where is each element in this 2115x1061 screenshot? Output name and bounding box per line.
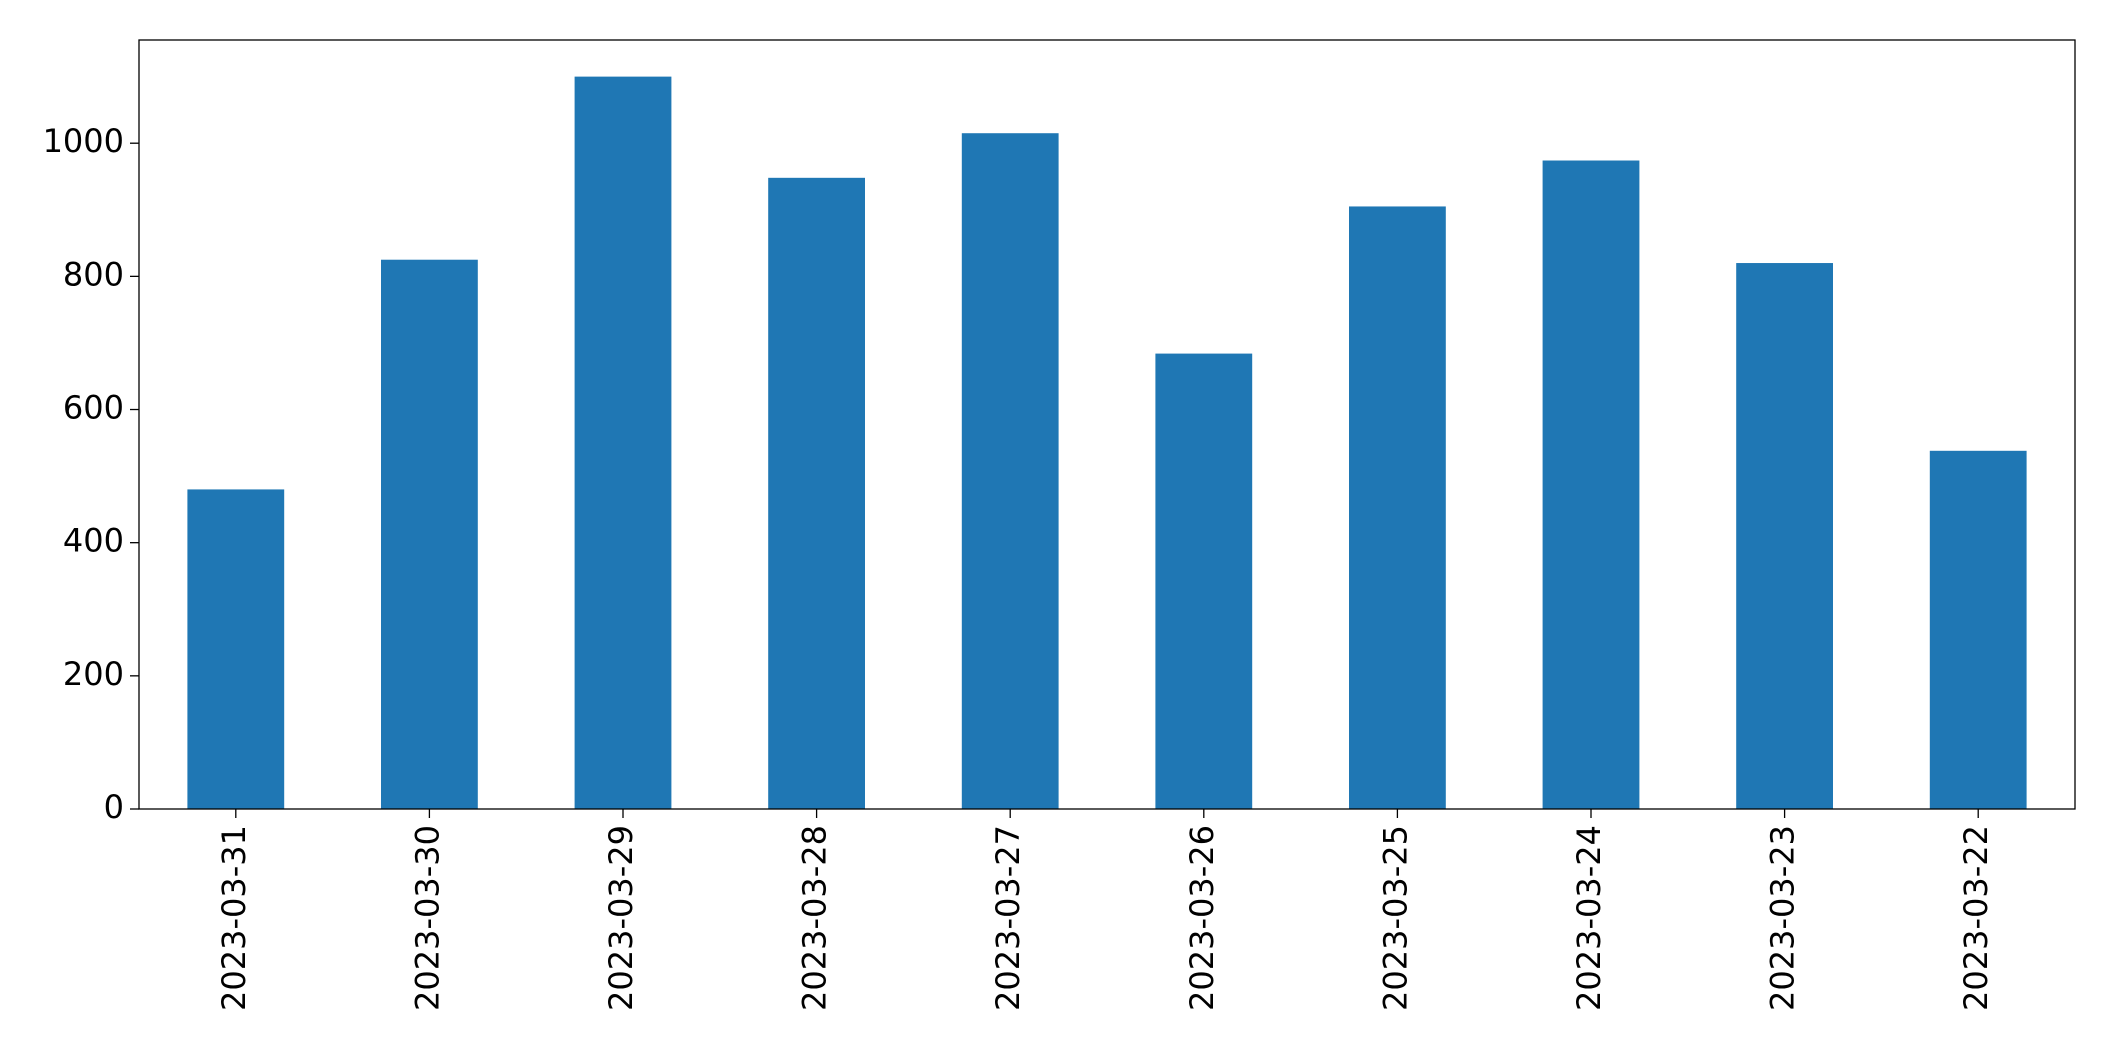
bar [381,259,478,809]
x-tick-label: 2023-03-29 [602,825,640,1011]
y-tick-label: 800 [63,255,124,293]
x-tick-label: 2023-03-31 [215,825,253,1011]
bar [1542,160,1640,810]
bar [961,133,1059,809]
bar [1155,353,1253,809]
y-tick-label: 1000 [43,122,124,160]
x-tick-label: 2023-03-25 [1376,825,1414,1011]
y-tick-label: 0 [104,788,124,826]
bar [187,489,285,809]
x-tick-label: 2023-03-27 [989,825,1027,1011]
x-tick-label: 2023-03-23 [1764,825,1802,1011]
bar [768,177,865,809]
bar [1736,263,1833,809]
bar [574,76,672,810]
x-tick-label: 2023-03-28 [796,825,834,1011]
x-tick-label: 2023-03-22 [1957,825,1995,1011]
plot-frame [138,39,2076,810]
bar [1929,450,2027,809]
y-tick-label: 400 [63,522,124,560]
y-tick-label: 600 [63,389,124,427]
x-tick-label: 2023-03-30 [408,825,446,1011]
x-tick-label: 2023-03-24 [1570,825,1608,1011]
x-tick-label: 2023-03-26 [1183,825,1221,1011]
bar [1349,206,1446,810]
y-tick-label: 200 [63,655,124,693]
